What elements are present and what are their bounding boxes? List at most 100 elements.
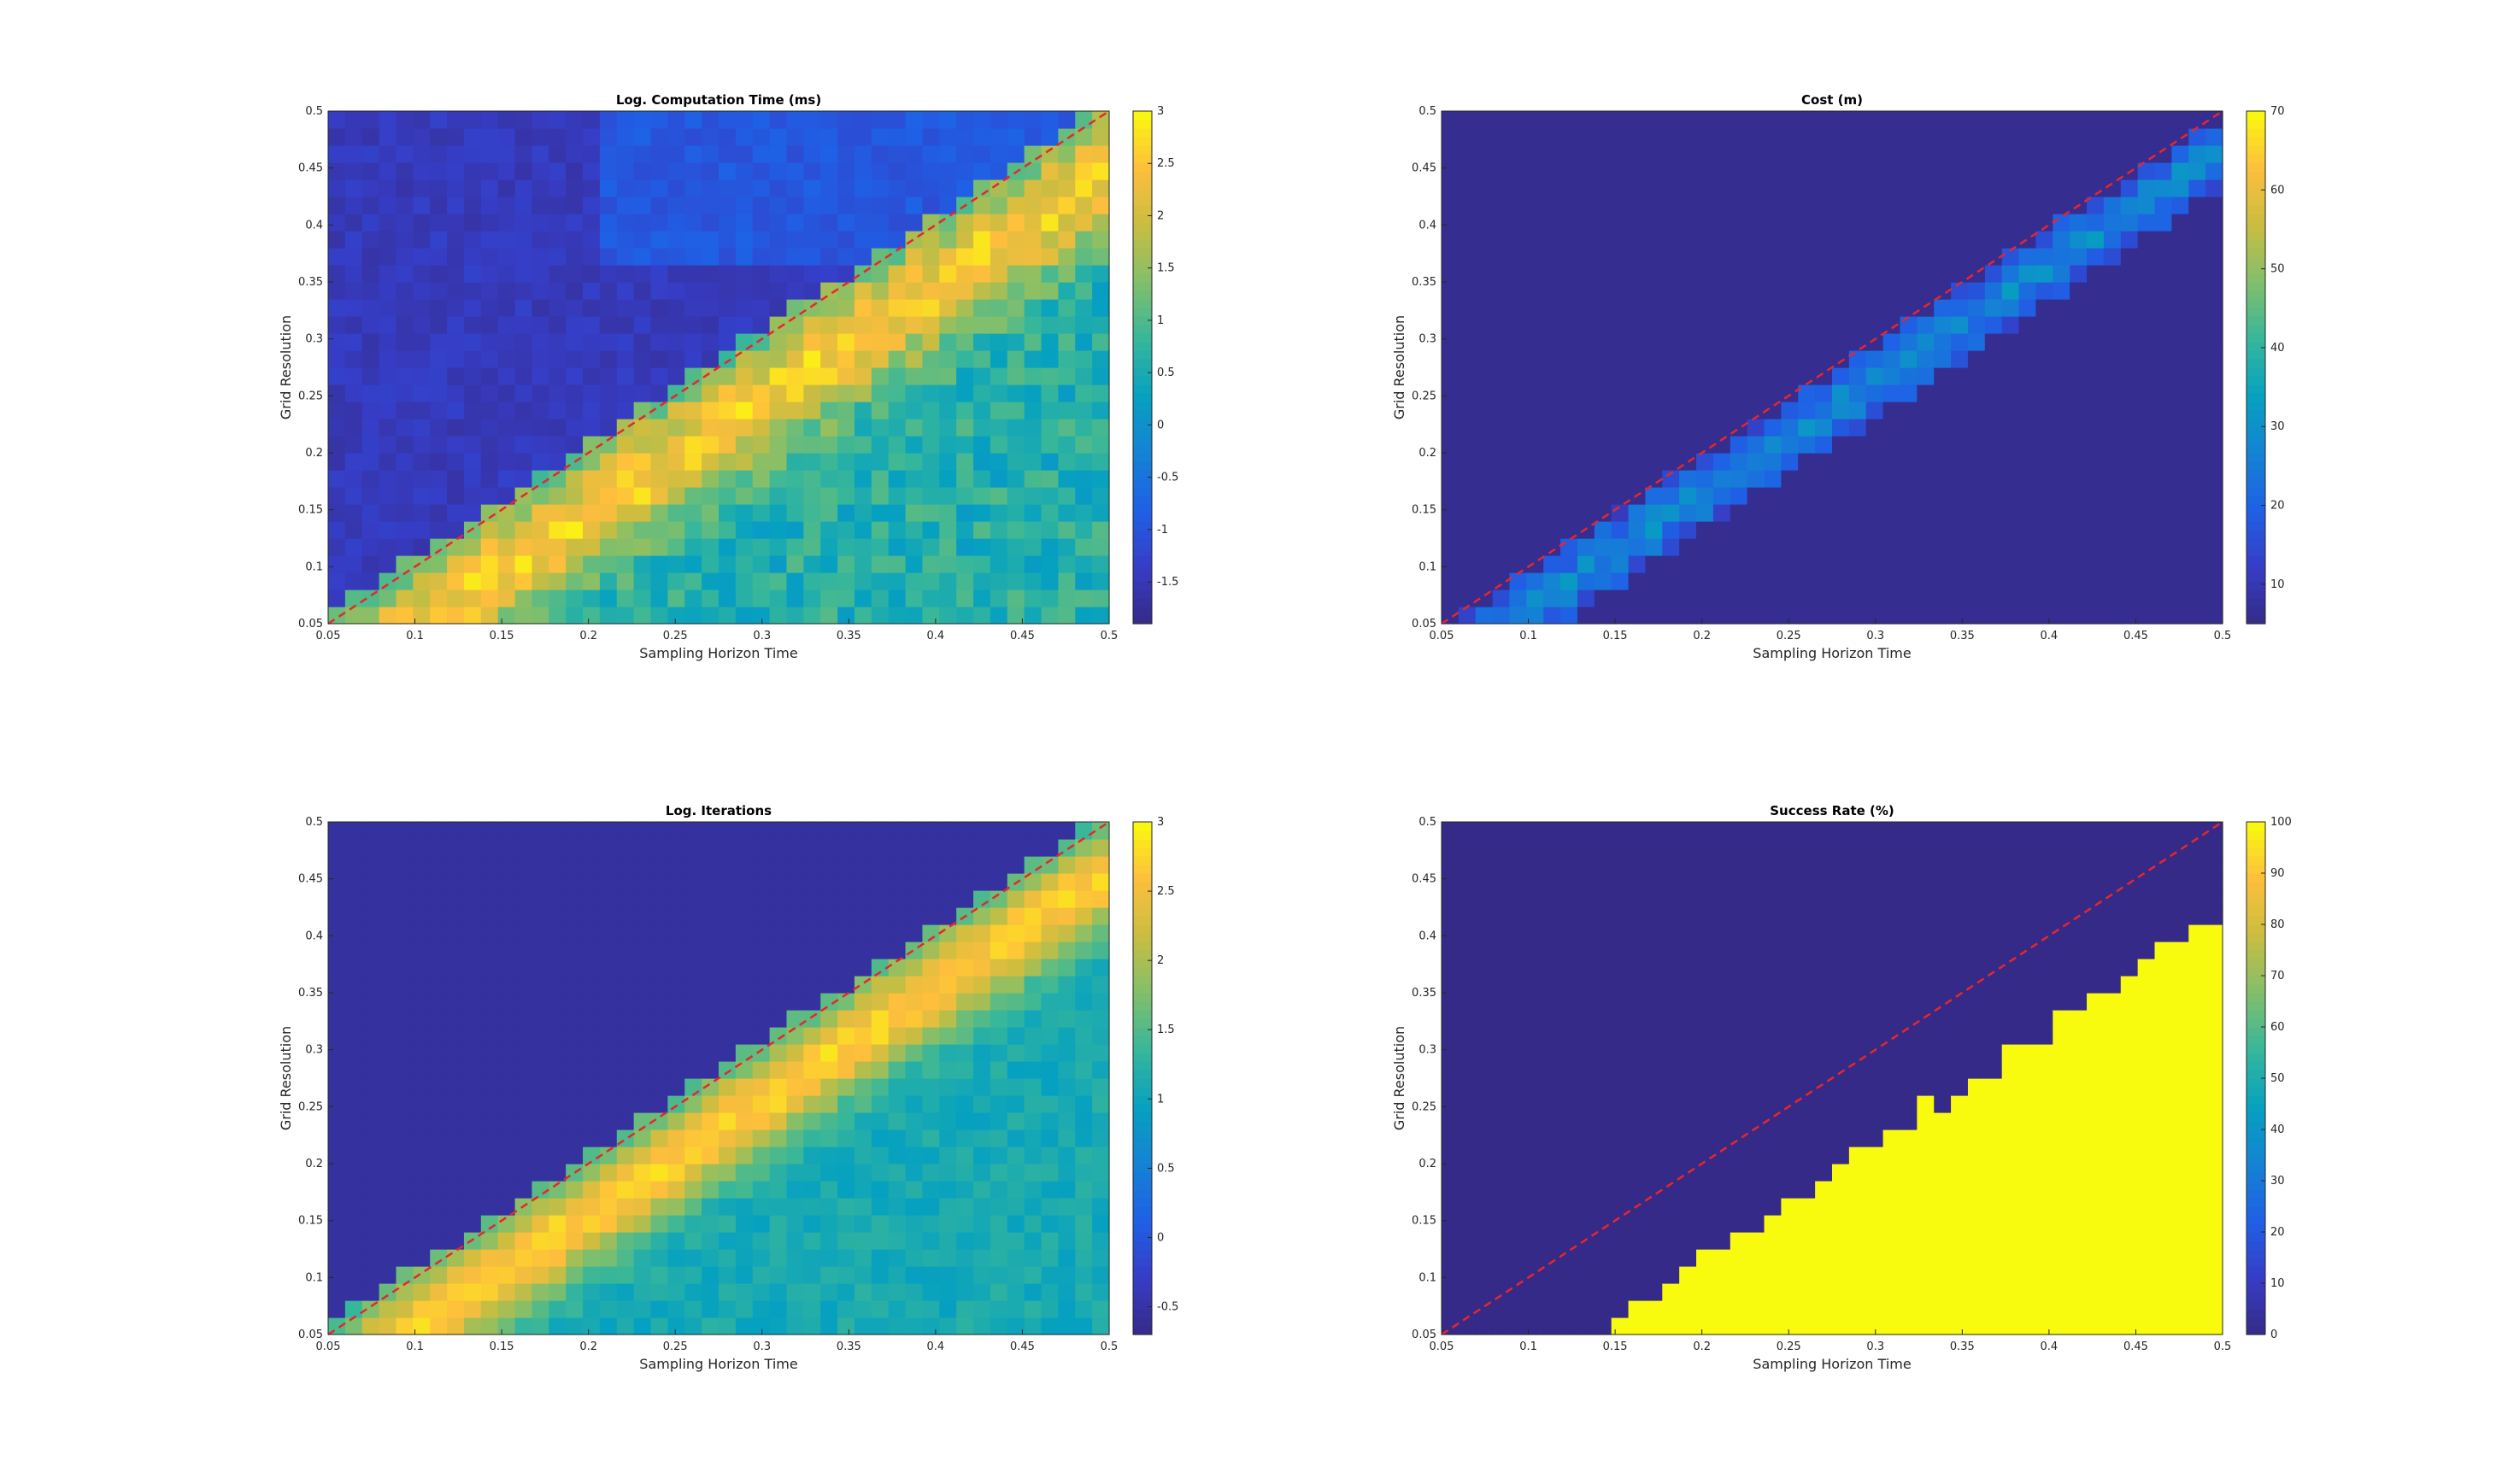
- heatmap-cell: [888, 231, 907, 249]
- heatmap-cell: [1492, 214, 1511, 232]
- heatmap-cell: [1848, 436, 1867, 454]
- heatmap-cell: [786, 453, 804, 471]
- heatmap-cell: [1984, 572, 2003, 590]
- heatmap-cell: [1662, 128, 1680, 146]
- heatmap-cell: [549, 1198, 567, 1216]
- heatmap-cell: [1712, 384, 1731, 402]
- heatmap-cell: [820, 1095, 838, 1113]
- heatmap-cell: [633, 111, 652, 129]
- heatmap-cell: [2205, 470, 2223, 488]
- heatmap-cell: [514, 350, 533, 368]
- heatmap-cell: [973, 1129, 991, 1147]
- heatmap-cell: [1645, 128, 1663, 146]
- heatmap-cell: [1900, 196, 1918, 214]
- heatmap-cell: [430, 162, 448, 180]
- heatmap-cell: [786, 907, 804, 925]
- heatmap-cell: [430, 145, 448, 163]
- heatmap-cell: [2188, 402, 2206, 419]
- heatmap-cell: [1075, 1164, 1093, 1182]
- heatmap-cell: [549, 1283, 567, 1301]
- heatmap-cell: [1492, 941, 1511, 959]
- heatmap-cell: [837, 145, 855, 163]
- heatmap-cell: [973, 1232, 991, 1250]
- heatmap-cell: [1492, 589, 1511, 607]
- heatmap-cell: [2087, 128, 2105, 146]
- heatmap-cell: [905, 333, 924, 351]
- heatmap-cell: [2070, 487, 2088, 505]
- heatmap-cell: [1662, 299, 1680, 317]
- heatmap-cell: [328, 1129, 346, 1147]
- heatmap-cell: [616, 976, 635, 994]
- heatmap-cell: [583, 162, 601, 180]
- heatmap-cell: [2188, 265, 2206, 283]
- heatmap-cell: [939, 419, 957, 437]
- heatmap-cell: [396, 436, 414, 454]
- heatmap-cell: [1041, 162, 1059, 180]
- heatmap-cell: [1747, 179, 1765, 197]
- heatmap-cell: [599, 1095, 618, 1113]
- heatmap-cell: [1865, 111, 1884, 129]
- colorbar-tick-label: 1: [1157, 1093, 1164, 1106]
- heatmap-cell: [1848, 419, 1867, 437]
- heatmap-cell: [1041, 384, 1059, 402]
- heatmap-cell: [956, 890, 974, 908]
- heatmap-cell: [396, 299, 414, 317]
- heatmap-cell: [820, 402, 838, 419]
- heatmap-cell: [1007, 839, 1025, 857]
- heatmap-cell: [1848, 504, 1867, 522]
- heatmap-cell: [650, 196, 668, 214]
- heatmap-cell: [1882, 282, 1901, 300]
- y-tick-label: 0.05: [298, 1329, 323, 1341]
- heatmap-cell: [633, 1112, 652, 1130]
- heatmap-cell: [1543, 521, 1561, 539]
- heatmap-cell: [1984, 214, 2003, 232]
- heatmap-cell: [854, 1129, 872, 1147]
- heatmap-cell: [837, 350, 855, 368]
- heatmap-cell: [447, 145, 465, 163]
- heatmap-cell: [684, 384, 702, 402]
- heatmap-cell: [430, 402, 448, 419]
- heatmap-cell: [905, 214, 924, 232]
- heatmap-cell: [650, 589, 668, 607]
- heatmap-cell: [447, 1147, 465, 1164]
- heatmap-cell: [1662, 839, 1680, 857]
- colorbar-step: [1133, 521, 1152, 531]
- heatmap-cell: [684, 436, 702, 454]
- colorbar-step: [2247, 325, 2265, 334]
- heatmap-cell: [956, 402, 974, 419]
- heatmap-cell: [2103, 350, 2122, 368]
- heatmap-cell: [871, 839, 890, 857]
- heatmap-cell: [1679, 941, 1697, 959]
- heatmap-cell: [1628, 470, 1647, 488]
- heatmap-cell: [1442, 282, 1460, 300]
- heatmap-cell: [1442, 111, 1460, 129]
- colorbar-step: [1133, 1070, 1152, 1079]
- heatmap-cell: [633, 214, 652, 232]
- heatmap-cell: [599, 839, 618, 857]
- heatmap-cell: [2035, 350, 2053, 368]
- heatmap-cell: [463, 162, 482, 180]
- heatmap-cell: [735, 350, 754, 368]
- heatmap-cell: [1509, 436, 1527, 454]
- heatmap-cell: [463, 589, 482, 607]
- heatmap-cell: [973, 555, 991, 573]
- colorbar-step: [1133, 899, 1152, 908]
- heatmap-cell: [735, 907, 754, 925]
- heatmap-cell: [549, 1044, 567, 1062]
- heatmap-cell: [379, 555, 397, 573]
- heatmap-cell: [871, 1078, 890, 1096]
- heatmap-cell: [1882, 487, 1901, 505]
- heatmap-cell: [633, 299, 652, 317]
- heatmap-cell: [2188, 384, 2206, 402]
- heatmap-cell: [633, 839, 652, 857]
- heatmap-cell: [616, 1164, 635, 1182]
- colorbar-step: [1133, 1035, 1152, 1045]
- heatmap-cell: [463, 333, 482, 351]
- heatmap-cell: [854, 1181, 872, 1199]
- heatmap-cell: [719, 333, 737, 351]
- heatmap-cell: [583, 1300, 601, 1318]
- colorbar-step: [1133, 1215, 1152, 1224]
- heatmap-cell: [2154, 384, 2172, 402]
- heatmap-cell: [2205, 487, 2223, 505]
